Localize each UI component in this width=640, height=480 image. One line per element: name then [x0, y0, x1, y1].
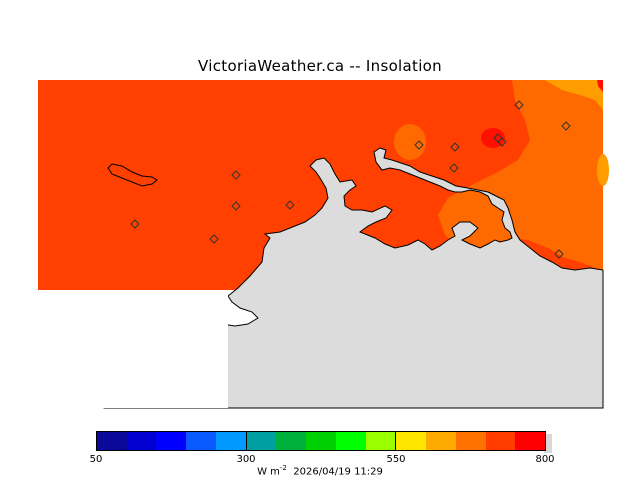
- station-marker[interactable]: [231, 170, 241, 180]
- insolation-contour-mid: [438, 80, 603, 270]
- colorbar-tick-label: 50: [89, 454, 103, 465]
- colorbar-swatch: [455, 432, 486, 450]
- insolation-contour-high-edge: [597, 154, 609, 186]
- station-marker[interactable]: [514, 100, 524, 110]
- timestamp: 2026/04/19 11:29: [293, 466, 383, 478]
- colorbar-swatch: [306, 432, 336, 450]
- insolation-contour-mid-small: [394, 124, 426, 160]
- station-marker[interactable]: [554, 249, 564, 259]
- units-label: W m: [257, 466, 280, 478]
- units-and-timestamp: W m-2 2026/04/19 11:29: [0, 464, 640, 477]
- colorbar-swatch: [156, 432, 187, 450]
- colorbar-swatch: [515, 432, 546, 450]
- insolation-peak-edge: [597, 80, 603, 92]
- colorbar-swatch: [186, 432, 216, 450]
- station-marker[interactable]: [209, 234, 219, 244]
- station-marker[interactable]: [231, 201, 241, 211]
- colorbar-shadow: [544, 434, 552, 453]
- station-marker[interactable]: [450, 142, 460, 152]
- station-marker[interactable]: [449, 163, 459, 173]
- colorbar-swatch: [335, 432, 366, 450]
- station-marker[interactable]: [285, 200, 295, 210]
- station-marker[interactable]: [561, 121, 571, 131]
- colorbar-tick-label: 550: [386, 454, 406, 465]
- station-marker[interactable]: [414, 140, 424, 150]
- colorbar-tick-label: 300: [236, 454, 256, 465]
- colorbar-swatch: [126, 432, 157, 450]
- station-marker[interactable]: [497, 137, 507, 147]
- station-marker[interactable]: [130, 219, 140, 229]
- colorbar-swatch: [97, 432, 127, 450]
- map-title: VictoriaWeather.ca -- Insolation: [198, 57, 442, 75]
- colorbar-swatch: [246, 432, 277, 450]
- weather-stations: [130, 100, 571, 259]
- units-exponent: -2: [279, 464, 287, 472]
- outside-domain: [38, 290, 228, 408]
- colorbar-swatch: [426, 432, 456, 450]
- colorbar: [96, 431, 546, 451]
- colorbar-swatch: [215, 432, 247, 450]
- colorbar-tick-label: 800: [535, 454, 555, 465]
- colorbar-swatch: [365, 432, 397, 450]
- colorbar-swatch: [276, 432, 307, 450]
- colorbar-swatch: [396, 432, 427, 450]
- colorbar-swatch: [485, 432, 516, 450]
- insolation-contour-high: [545, 80, 603, 110]
- island-outline: [107, 163, 158, 187]
